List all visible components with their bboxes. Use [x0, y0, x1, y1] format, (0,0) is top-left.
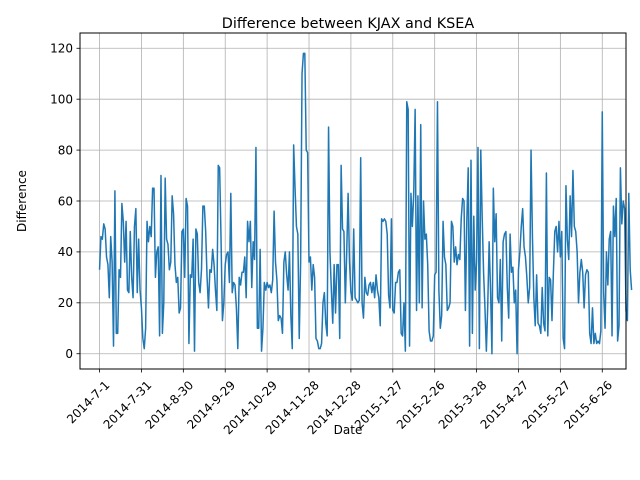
y-tick-label: 20 — [58, 296, 73, 310]
series-line-0 — [98, 52, 633, 355]
y-tick-label: 60 — [58, 194, 73, 208]
chart-title: Difference between KJAX and KSEA — [222, 16, 475, 32]
y-axis-label: Difference — [15, 170, 29, 232]
y-tick-label: 0 — [65, 347, 73, 361]
y-tick-label: 100 — [50, 92, 73, 106]
series-group — [98, 52, 633, 355]
y-tick-label: 120 — [50, 42, 73, 56]
x-axis-label: Date — [334, 423, 363, 437]
y-tick-label: 80 — [58, 143, 73, 157]
y-axis: 0 20 40 60 80 100 120 — [50, 42, 80, 361]
y-tick-label: 40 — [58, 245, 73, 259]
